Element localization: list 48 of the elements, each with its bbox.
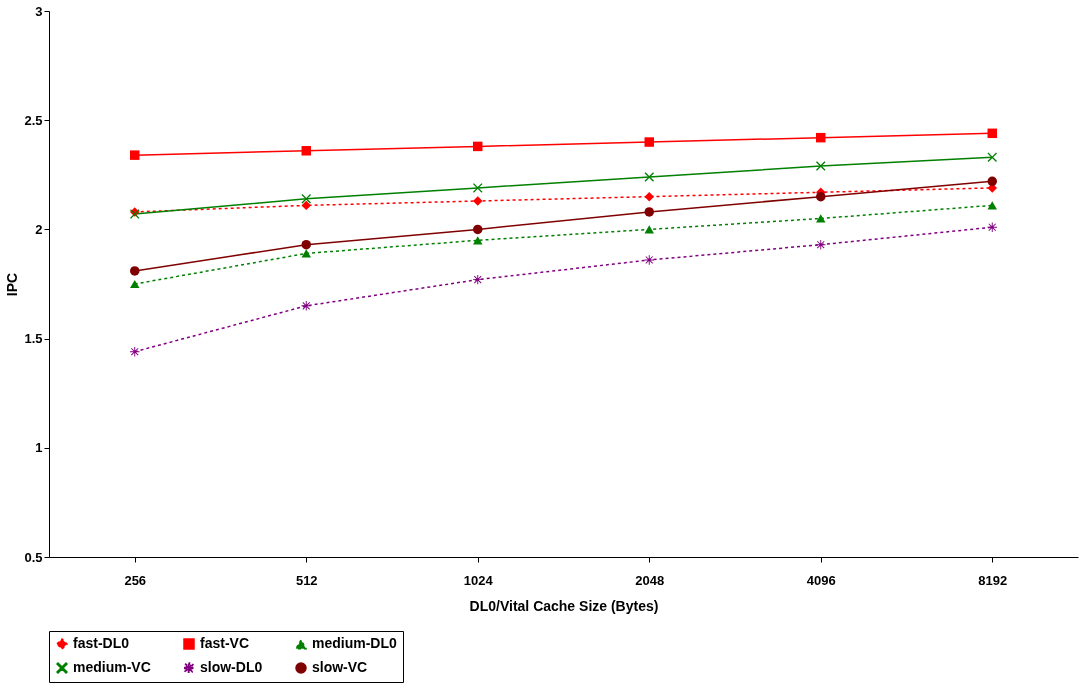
legend-label: medium-DL0 bbox=[312, 635, 397, 652]
point bbox=[473, 224, 483, 235]
legend-label: slow-VC bbox=[312, 659, 368, 675]
point bbox=[816, 239, 826, 250]
point bbox=[816, 161, 826, 171]
y-tick-label: 3 bbox=[35, 3, 43, 19]
legend-label: fast-DL0 bbox=[73, 635, 130, 651]
x-tick-label: 1024 bbox=[463, 572, 494, 588]
point bbox=[816, 132, 826, 143]
legend-label: medium-VC bbox=[73, 659, 151, 675]
point bbox=[816, 214, 826, 223]
point bbox=[987, 152, 997, 163]
point bbox=[987, 222, 997, 232]
x-tick-label: 4096 bbox=[806, 572, 836, 588]
y-tick-label: 1 bbox=[35, 440, 43, 456]
y-tick-label: 0.5 bbox=[24, 549, 43, 565]
y-tick-label: 1.5 bbox=[24, 331, 43, 347]
legend-label: fast-VC bbox=[200, 635, 250, 651]
x-tick-label: 8192 bbox=[978, 572, 1008, 588]
point bbox=[301, 249, 311, 258]
point bbox=[130, 266, 140, 276]
point bbox=[130, 279, 140, 289]
point bbox=[301, 146, 311, 156]
point bbox=[301, 239, 311, 250]
point bbox=[644, 207, 654, 217]
y-tick-label: 2.5 bbox=[24, 112, 43, 128]
point bbox=[987, 176, 997, 187]
legend-label: slow-DL0 bbox=[200, 659, 263, 675]
x-tick-label: 2048 bbox=[635, 572, 665, 588]
y-tick-label: 2 bbox=[35, 221, 43, 237]
point bbox=[473, 141, 483, 152]
point bbox=[644, 191, 654, 202]
y-axis-title: IPC bbox=[4, 272, 21, 297]
x-axis-title: DL0/Vital Cache Size (Bytes) bbox=[469, 597, 659, 614]
point bbox=[473, 274, 483, 285]
point bbox=[816, 191, 826, 202]
x-tick-label: 512 bbox=[295, 572, 318, 588]
point bbox=[130, 150, 140, 160]
point bbox=[301, 194, 311, 204]
x-tick-label: 256 bbox=[124, 572, 147, 588]
point bbox=[644, 137, 654, 147]
point bbox=[644, 225, 654, 234]
point bbox=[130, 346, 140, 357]
point bbox=[644, 172, 654, 182]
point bbox=[987, 128, 997, 139]
point bbox=[473, 183, 483, 193]
point bbox=[301, 200, 311, 211]
point bbox=[301, 301, 311, 311]
